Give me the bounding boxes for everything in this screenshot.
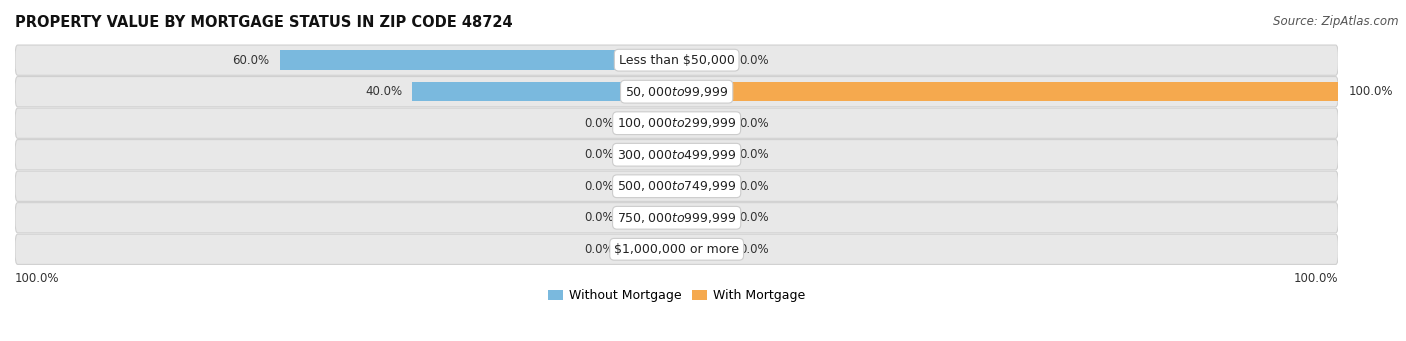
Text: $300,000 to $499,999: $300,000 to $499,999 xyxy=(617,148,737,162)
Text: 0.0%: 0.0% xyxy=(583,117,614,130)
Text: 40.0%: 40.0% xyxy=(366,85,402,98)
Bar xyxy=(624,239,676,259)
Bar xyxy=(676,145,730,164)
Text: PROPERTY VALUE BY MORTGAGE STATUS IN ZIP CODE 48724: PROPERTY VALUE BY MORTGAGE STATUS IN ZIP… xyxy=(15,15,513,30)
FancyBboxPatch shape xyxy=(15,203,1339,233)
Legend: Without Mortgage, With Mortgage: Without Mortgage, With Mortgage xyxy=(543,284,810,307)
Text: 0.0%: 0.0% xyxy=(583,180,614,193)
FancyBboxPatch shape xyxy=(15,234,1339,264)
Text: $50,000 to $99,999: $50,000 to $99,999 xyxy=(624,85,728,99)
Text: 0.0%: 0.0% xyxy=(583,243,614,256)
Text: 0.0%: 0.0% xyxy=(583,211,614,224)
Text: $500,000 to $749,999: $500,000 to $749,999 xyxy=(617,179,737,193)
Bar xyxy=(676,50,730,70)
Bar xyxy=(624,145,676,164)
Text: 0.0%: 0.0% xyxy=(740,117,769,130)
FancyBboxPatch shape xyxy=(15,171,1339,202)
Text: $1,000,000 or more: $1,000,000 or more xyxy=(614,243,740,256)
Text: 0.0%: 0.0% xyxy=(740,148,769,161)
Text: 0.0%: 0.0% xyxy=(740,180,769,193)
Text: 0.0%: 0.0% xyxy=(740,211,769,224)
Bar xyxy=(624,114,676,133)
Text: 0.0%: 0.0% xyxy=(740,243,769,256)
FancyBboxPatch shape xyxy=(15,139,1339,170)
FancyBboxPatch shape xyxy=(15,77,1339,107)
FancyBboxPatch shape xyxy=(15,108,1339,138)
Text: Source: ZipAtlas.com: Source: ZipAtlas.com xyxy=(1274,15,1399,28)
FancyBboxPatch shape xyxy=(15,45,1339,75)
Bar xyxy=(676,177,730,196)
Text: 0.0%: 0.0% xyxy=(740,54,769,67)
Bar xyxy=(624,208,676,227)
Text: Less than $50,000: Less than $50,000 xyxy=(619,54,734,67)
Text: 0.0%: 0.0% xyxy=(583,148,614,161)
Bar xyxy=(412,82,676,102)
Text: 100.0%: 100.0% xyxy=(1348,85,1393,98)
Text: 60.0%: 60.0% xyxy=(232,54,270,67)
Bar xyxy=(676,208,730,227)
Text: $100,000 to $299,999: $100,000 to $299,999 xyxy=(617,116,737,130)
Text: 100.0%: 100.0% xyxy=(1294,272,1339,285)
Bar xyxy=(280,50,676,70)
Bar xyxy=(624,177,676,196)
Bar xyxy=(676,114,730,133)
Text: $750,000 to $999,999: $750,000 to $999,999 xyxy=(617,211,737,225)
Bar xyxy=(676,82,1339,102)
Text: 100.0%: 100.0% xyxy=(15,272,59,285)
Bar xyxy=(676,239,730,259)
